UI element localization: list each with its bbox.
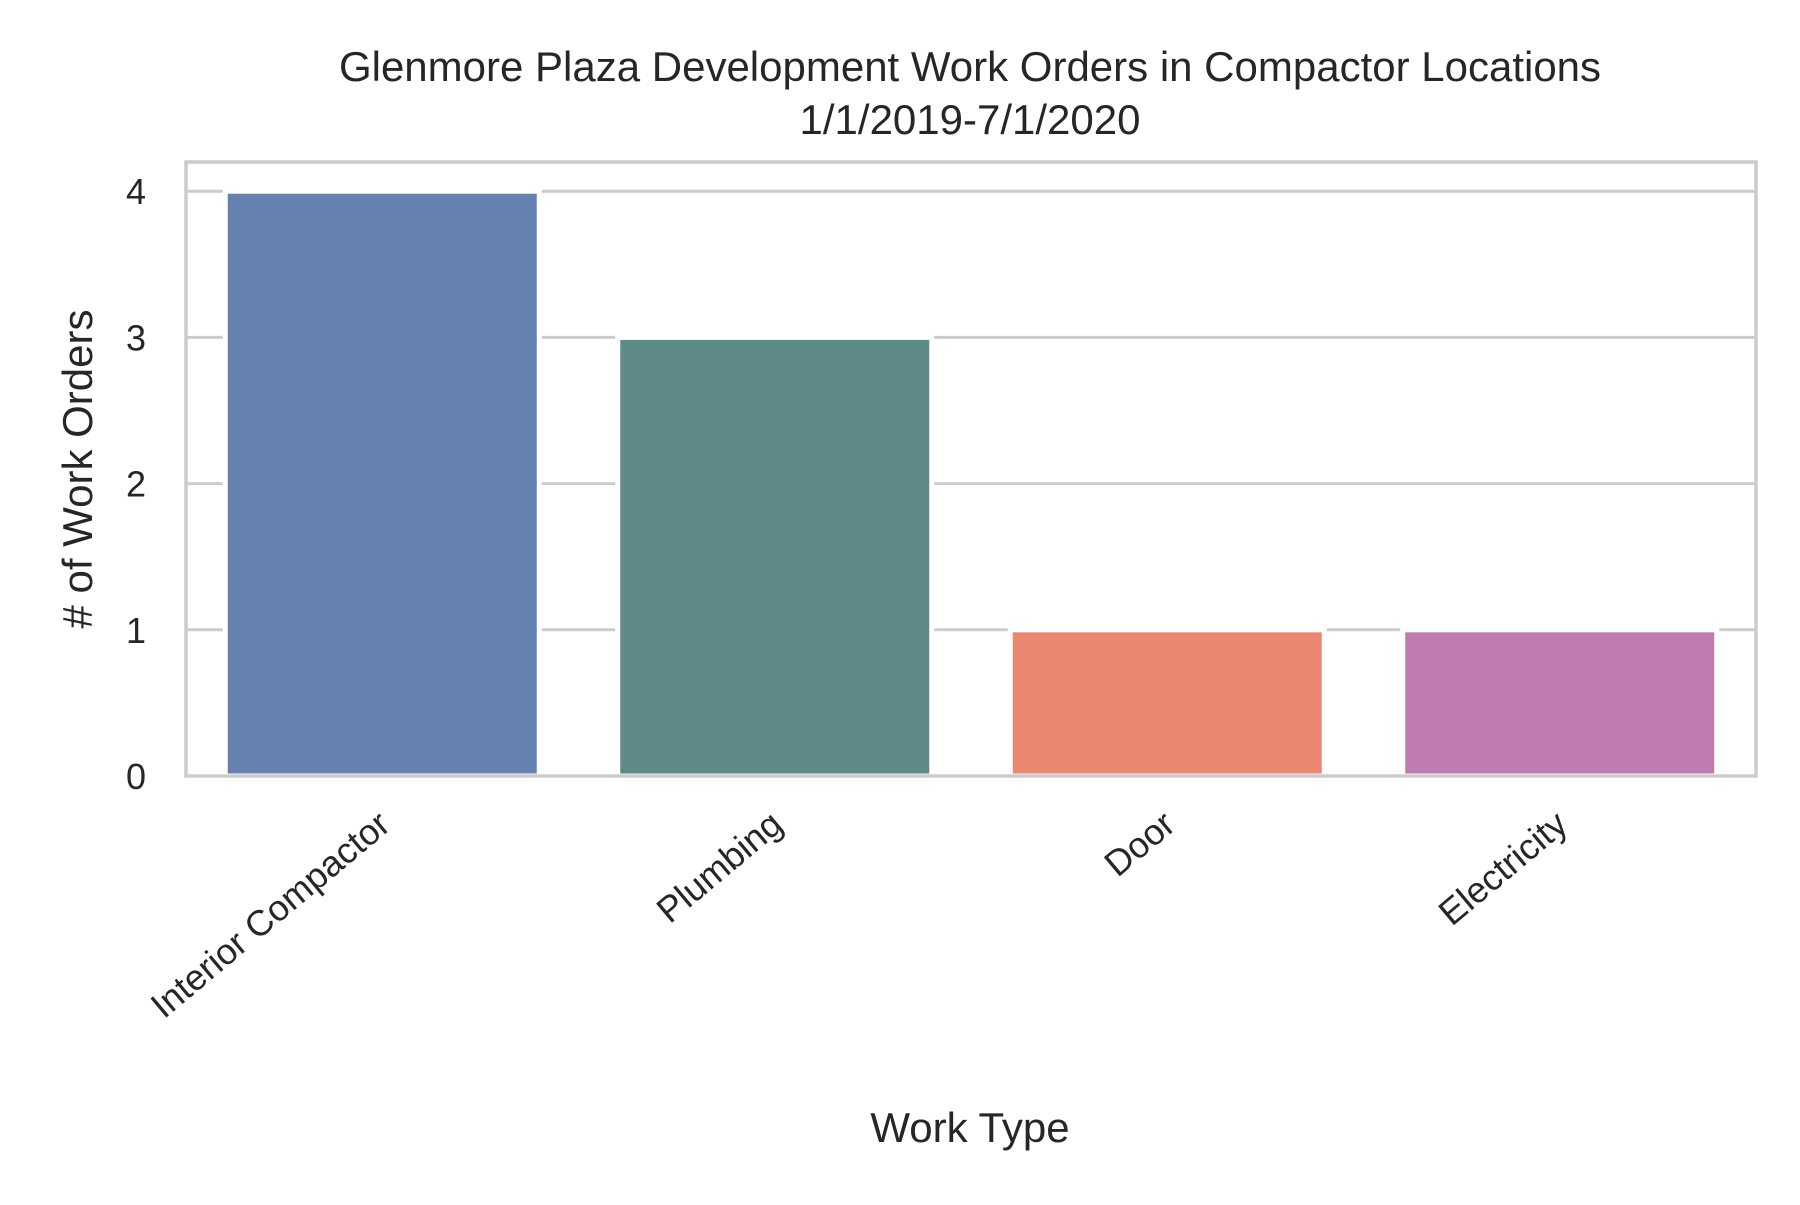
x-tick-label: Interior Compactor <box>143 803 398 1026</box>
y-tick-label: 3 <box>126 317 146 358</box>
x-tick-labels: Interior Compactor Plumbing Door Electricit… <box>143 803 1575 1026</box>
bar-electricity <box>1400 627 1720 779</box>
x-tick-label: Plumbing <box>649 803 790 931</box>
chart-title: Glenmore Plaza Development Work Orders i… <box>339 43 1601 90</box>
bar-door <box>1007 627 1327 779</box>
bar-interior-compactor <box>222 188 542 779</box>
bar-plumbing <box>615 334 935 779</box>
bars <box>222 188 1720 779</box>
y-tick-label: 2 <box>126 464 146 505</box>
y-tick-label: 0 <box>126 756 146 797</box>
x-axis-label: Work Type <box>870 1104 1069 1151</box>
y-tick-labels: 0 1 2 3 4 <box>126 171 146 797</box>
chart-subtitle: 1/1/2019-7/1/2020 <box>800 96 1141 143</box>
x-tick-label: Door <box>1096 803 1182 885</box>
y-axis-label: # of Work Orders <box>54 310 101 629</box>
x-tick-label: Electricity <box>1431 803 1575 933</box>
y-tick-label: 4 <box>126 171 146 212</box>
y-tick-label: 1 <box>126 610 146 651</box>
plot-frame <box>184 160 1758 778</box>
